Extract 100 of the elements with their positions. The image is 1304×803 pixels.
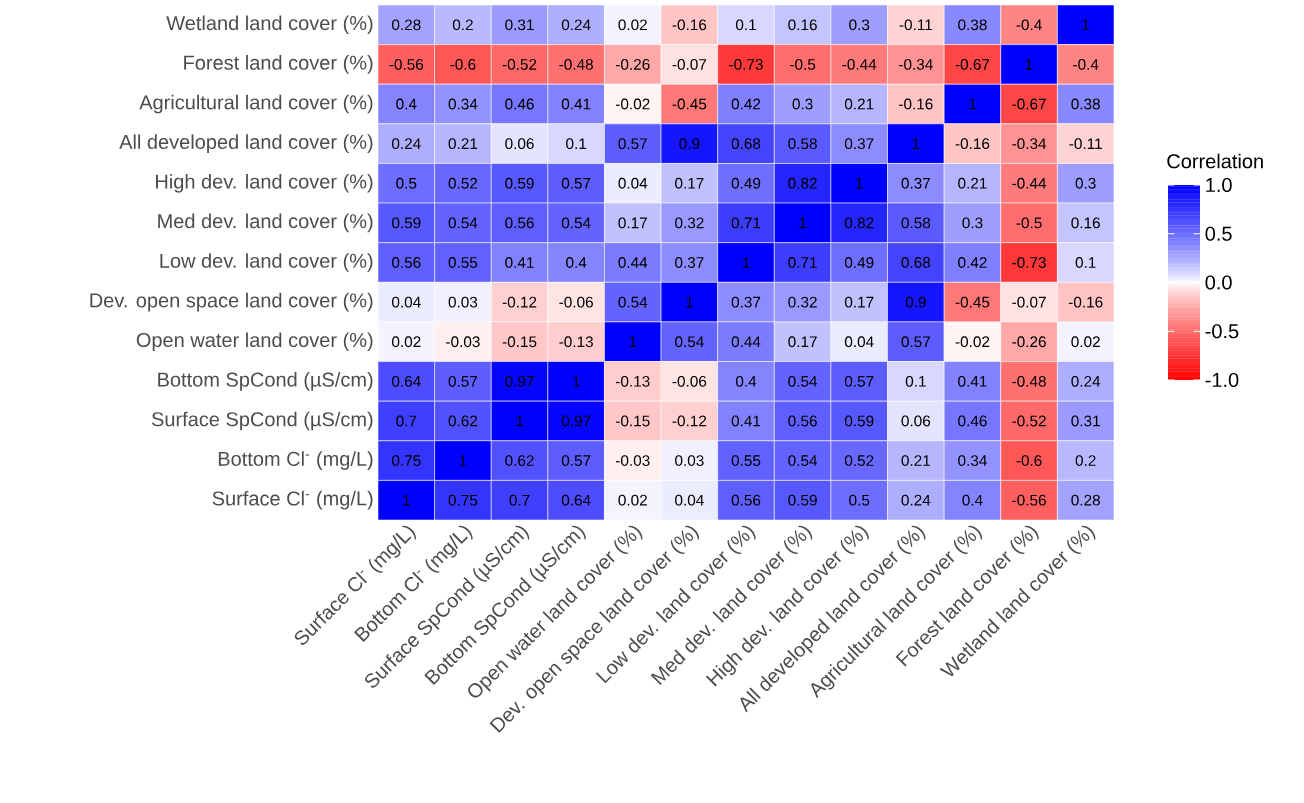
data-label: 0.56 (731, 494, 761, 506)
data-label: -0.13 (615, 375, 650, 387)
data-label: 0.44 (731, 336, 761, 348)
y-tick-label: Bottom SpCond (µS/cm) (158, 372, 373, 391)
data-label: 0.37 (844, 138, 874, 150)
color-bar-title: Correlation (1167, 153, 1263, 169)
data-label: 0.54 (561, 217, 591, 229)
data-label: -0.02 (955, 336, 990, 348)
data-label: 0.62 (448, 415, 478, 427)
data-label: 0.06 (505, 138, 534, 150)
data-label: 0.64 (392, 375, 421, 387)
data-label: 0.57 (561, 177, 591, 189)
y-tick-label: High dev. land cover (%) (156, 173, 373, 193)
data-label: 0.4 (735, 375, 757, 387)
data-label: 1 (516, 415, 524, 427)
data-label: 1 (403, 494, 410, 506)
data-label: 0.38 (958, 19, 987, 31)
data-label: 0.59 (788, 494, 817, 506)
data-label: 0.75 (448, 494, 478, 506)
data-label: 0.56 (505, 217, 534, 229)
data-label: 1 (1025, 59, 1033, 70)
data-label: 0.58 (788, 138, 817, 150)
data-label: 0.1 (735, 19, 756, 31)
data-label: 0.28 (392, 19, 421, 31)
data-label: -0.73 (729, 58, 763, 70)
data-label: 0.21 (958, 177, 987, 189)
data-label: 1 (912, 138, 920, 149)
data-label: 0.31 (505, 19, 534, 31)
data-label: 1 (629, 336, 637, 347)
data-label: 0.5 (396, 177, 417, 189)
y-tick-label: Agricultural land cover (%) (139, 94, 373, 114)
data-label: 0.46 (505, 98, 534, 110)
data-label: 0.3 (1075, 177, 1096, 189)
data-label: -0.16 (672, 19, 707, 31)
color-bar-label: -1.0 (1205, 372, 1239, 388)
data-label: 0.02 (618, 19, 647, 31)
data-label: -0.06 (559, 296, 593, 308)
data-label: 0.59 (844, 415, 874, 427)
data-label: 0.54 (788, 375, 818, 387)
data-label: 0.4 (566, 257, 587, 268)
data-label: 0.04 (844, 336, 874, 348)
data-label: 0.17 (618, 217, 647, 229)
data-label: -0.6 (450, 58, 476, 70)
data-label: 0.3 (962, 217, 983, 229)
data-label: 0.59 (505, 177, 534, 189)
data-label: 0.55 (448, 257, 478, 268)
data-label: 0.54 (618, 296, 648, 308)
data-label: -0.12 (502, 296, 537, 308)
data-label: -0.13 (559, 336, 593, 348)
data-label: 0.54 (788, 455, 818, 466)
data-label: 0.7 (396, 415, 417, 427)
data-label: 0.1 (566, 138, 587, 150)
data-label: 0.64 (561, 494, 591, 506)
color-bar-label: -0.5 (1205, 324, 1239, 339)
data-label: -0.11 (899, 19, 932, 31)
data-label: 0.9 (905, 296, 926, 308)
data-label: -0.73 (1012, 257, 1046, 268)
data-label: 0.1 (905, 375, 926, 387)
data-label: 0.21 (448, 138, 478, 150)
data-label: 1 (459, 455, 467, 466)
data-label: -0.45 (955, 296, 990, 308)
data-label: 1 (799, 217, 807, 229)
data-label: 0.32 (788, 296, 817, 308)
y-tick-label: Open water land cover (%) (136, 332, 373, 352)
data-label: -0.15 (502, 336, 537, 348)
data-label: -0.16 (1068, 296, 1103, 308)
data-label: -0.03 (446, 336, 480, 348)
data-label: 0.59 (392, 217, 421, 229)
y-tick-label: Low dev. land cover (%) (160, 253, 373, 272)
data-label: 0.41 (731, 415, 761, 427)
data-label: 0.32 (675, 217, 704, 229)
data-label: 0.04 (392, 296, 421, 308)
data-label: 1 (573, 376, 580, 387)
data-label: 0.37 (901, 177, 930, 189)
data-label: -0.07 (672, 58, 707, 70)
data-label: 0.16 (788, 19, 817, 31)
data-label: 0.16 (1071, 217, 1100, 229)
data-label: 0.44 (618, 257, 648, 268)
data-label: -0.26 (615, 58, 650, 70)
data-label: 0.42 (731, 98, 761, 110)
data-label: 0.24 (392, 138, 421, 150)
data-label: 0.42 (958, 257, 987, 268)
data-label: -0.44 (842, 58, 877, 70)
data-label: 0.2 (452, 19, 473, 31)
y-tick-label: Forest land cover (%) (184, 55, 373, 74)
data-label: -0.26 (1012, 336, 1046, 348)
data-label: -0.16 (955, 138, 990, 150)
data-label: 0.49 (844, 257, 874, 268)
data-label: 0.41 (505, 257, 534, 268)
data-label: 0.17 (844, 296, 874, 308)
data-label: 0.17 (675, 177, 704, 189)
data-label: 1 (686, 296, 693, 308)
data-label: 0.46 (958, 415, 987, 427)
data-label: 0.56 (392, 257, 421, 268)
y-tick-label: Dev. open space land cover (%) (90, 292, 373, 312)
color-bar-label: 0.0 (1205, 275, 1232, 290)
data-label: -0.67 (955, 58, 990, 70)
data-label: -0.48 (559, 58, 593, 70)
data-label: -0.56 (389, 58, 424, 70)
data-label: 0.02 (1071, 336, 1100, 348)
